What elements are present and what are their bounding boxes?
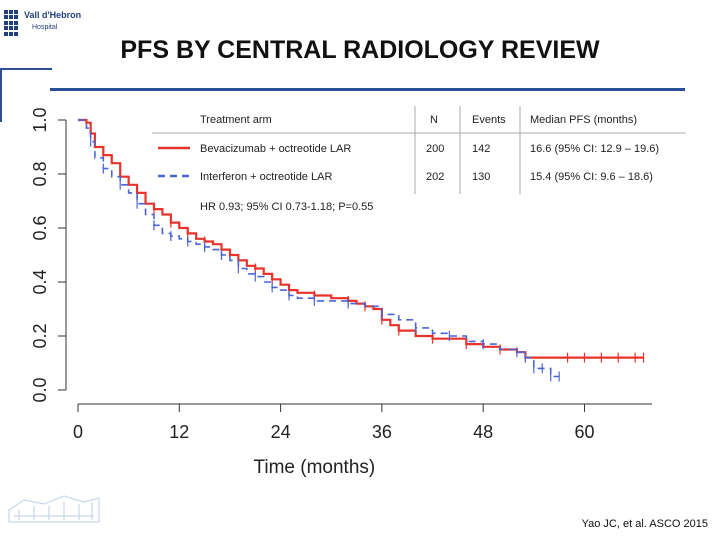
y-tick-label: 0.8 — [30, 161, 50, 186]
km-curve-interferon — [78, 119, 560, 378]
y-tick-label: 0.6 — [30, 215, 50, 240]
y-tick-label: 0.2 — [30, 323, 50, 348]
x-tick-label: 48 — [473, 422, 493, 442]
legend-cell: 142 — [472, 143, 490, 155]
legend-header: N — [430, 114, 438, 126]
slide-title: PFS BY CENTRAL RADIOLOGY REVIEW — [120, 36, 600, 64]
x-tick-label: 24 — [271, 422, 291, 442]
x-tick-label: 0 — [73, 422, 83, 442]
citation: Yao JC, et al. ASCO 2015 — [581, 518, 708, 530]
logo-mark-icon — [4, 10, 18, 36]
x-tick-label: 12 — [169, 422, 189, 442]
legend-header: Treatment arm — [200, 114, 272, 126]
vall-dhebron-logo: Vall d'Hebron Hospital — [4, 4, 81, 44]
legend-cell: 16.6 (95% CI: 12.9 – 19.6) — [530, 143, 659, 155]
legend-cell: 130 — [472, 171, 490, 183]
x-axis-label: Time (months) — [253, 457, 375, 478]
legend-cell: 202 — [426, 171, 444, 183]
y-tick-label: 1.0 — [30, 107, 50, 132]
accent-bracket — [0, 68, 52, 122]
y-tick-label: 0.0 — [30, 377, 50, 402]
hazard-ratio-note: HR 0.93; 95% CI 0.73-1.18; P=0.55 — [200, 201, 373, 213]
hospital-watermark-icon — [8, 495, 100, 523]
x-tick-label: 60 — [574, 422, 594, 442]
legend-cell: Bevacizumab + octreotide LAR — [200, 143, 351, 155]
logo-subtitle: Hospital — [32, 24, 58, 31]
legend-header: Median PFS (months) — [530, 114, 637, 126]
km-curve-bevacizumab — [78, 118, 644, 359]
logo-name: Vall d'Hebron — [24, 10, 82, 20]
legend-cell: Interferon + octreotide LAR — [200, 171, 332, 183]
legend-cell: 200 — [426, 143, 444, 155]
y-tick-label: 0.4 — [30, 269, 50, 294]
x-tick-label: 36 — [372, 422, 392, 442]
accent-rule — [50, 88, 685, 91]
legend-header: Events — [472, 114, 506, 126]
legend-cell: 15.4 (95% CI: 9.6 – 18.6) — [530, 171, 653, 183]
